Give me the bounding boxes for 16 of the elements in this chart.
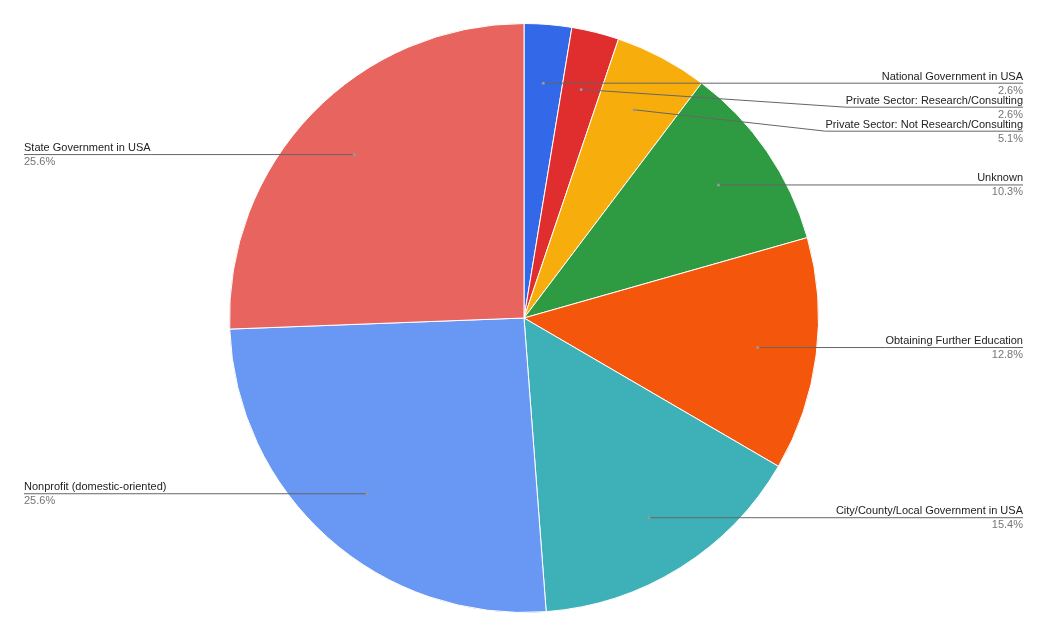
data-label: 2.6% <box>997 83 1024 96</box>
slice-label: City/County/Local Government in USA <box>835 504 1024 517</box>
slice-label: State Government in USA <box>24 141 152 154</box>
slice-label: Nonprofit (domestic-oriented) <box>24 480 167 493</box>
data-label: 15.4% <box>991 518 1024 531</box>
slice-label: Private Sector: Not Research/Consulting <box>825 117 1023 130</box>
data-label: 12.8% <box>991 348 1024 361</box>
slice-label: Private Sector: Research/Consulting <box>845 93 1023 106</box>
data-label: 5.1% <box>997 131 1024 144</box>
slice-label: National Government in USA <box>881 69 1024 82</box>
slice-label: Obtaining Further Education <box>885 334 1023 347</box>
data-label: 2.6% <box>997 107 1024 120</box>
data-label: 25.6% <box>24 494 56 507</box>
data-label: 25.6% <box>24 155 56 168</box>
data-label: 10.3% <box>991 185 1024 198</box>
slice-label: Unknown <box>977 171 1023 184</box>
